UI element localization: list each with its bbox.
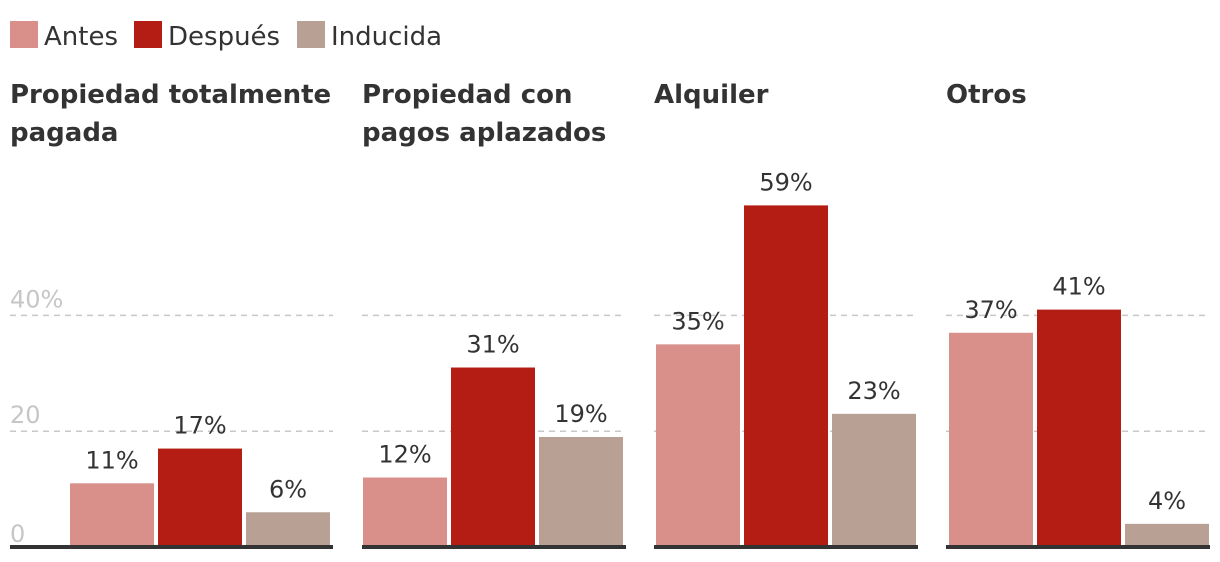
- bar-1-0: [363, 477, 447, 547]
- panel-title-0-0: Propiedad totalmente: [10, 80, 331, 110]
- y-tick-label-2: 40%: [10, 285, 63, 313]
- panel-title-2-0: Alquiler: [654, 80, 769, 110]
- bar-0-2: [246, 512, 330, 547]
- bar-3-2: [1125, 523, 1209, 547]
- data-label-1-2: 19%: [554, 400, 607, 428]
- data-label-1-1: 31%: [466, 331, 519, 359]
- legend-swatch-0: [10, 21, 38, 48]
- bar-1-1: [451, 367, 535, 547]
- bar-2-2: [832, 413, 916, 547]
- data-label-0-0: 11%: [85, 446, 138, 474]
- data-label-0-1: 17%: [173, 412, 226, 440]
- y-tick-label-0: 0: [10, 520, 25, 548]
- bar-2-0: [656, 344, 740, 547]
- legend-swatch-2: [297, 21, 325, 48]
- data-label-3-1: 41%: [1052, 273, 1105, 301]
- data-label-0-2: 6%: [269, 475, 307, 503]
- bar-1-2: [539, 436, 623, 547]
- data-label-3-2: 4%: [1148, 487, 1186, 515]
- legend-label-2: Inducida: [331, 22, 442, 52]
- data-label-1-0: 12%: [378, 441, 431, 469]
- bar-3-0: [949, 332, 1033, 547]
- panel-title-3-0: Otros: [946, 80, 1027, 110]
- bar-2-1: [744, 205, 828, 547]
- bar-3-1: [1037, 309, 1121, 547]
- bar-0-1: [158, 448, 242, 547]
- data-label-2-0: 35%: [671, 307, 724, 335]
- legend-swatch-1: [134, 21, 162, 48]
- y-tick-label-1: 20: [10, 401, 41, 429]
- data-label-3-0: 37%: [964, 296, 1017, 324]
- panel-title-1-0: Propiedad con: [362, 80, 573, 110]
- panel-title-1-1: pagos aplazados: [362, 118, 606, 148]
- data-label-2-1: 59%: [759, 168, 812, 196]
- panel-title-0-1: pagada: [10, 118, 118, 148]
- data-label-2-2: 23%: [847, 377, 900, 405]
- bar-0-0: [70, 483, 154, 547]
- legend-label-1: Después: [168, 22, 280, 52]
- legend-label-0: Antes: [44, 22, 118, 52]
